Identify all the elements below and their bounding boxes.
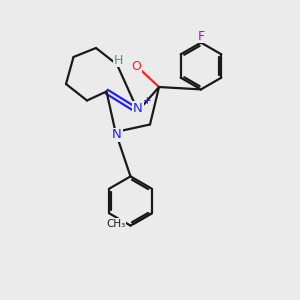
Text: N: N	[133, 102, 143, 115]
Text: O: O	[132, 59, 141, 73]
Text: N: N	[112, 128, 122, 142]
Text: CH₃: CH₃	[106, 219, 125, 229]
Text: F: F	[197, 29, 205, 43]
Text: H: H	[114, 53, 123, 67]
Text: +: +	[143, 95, 151, 106]
